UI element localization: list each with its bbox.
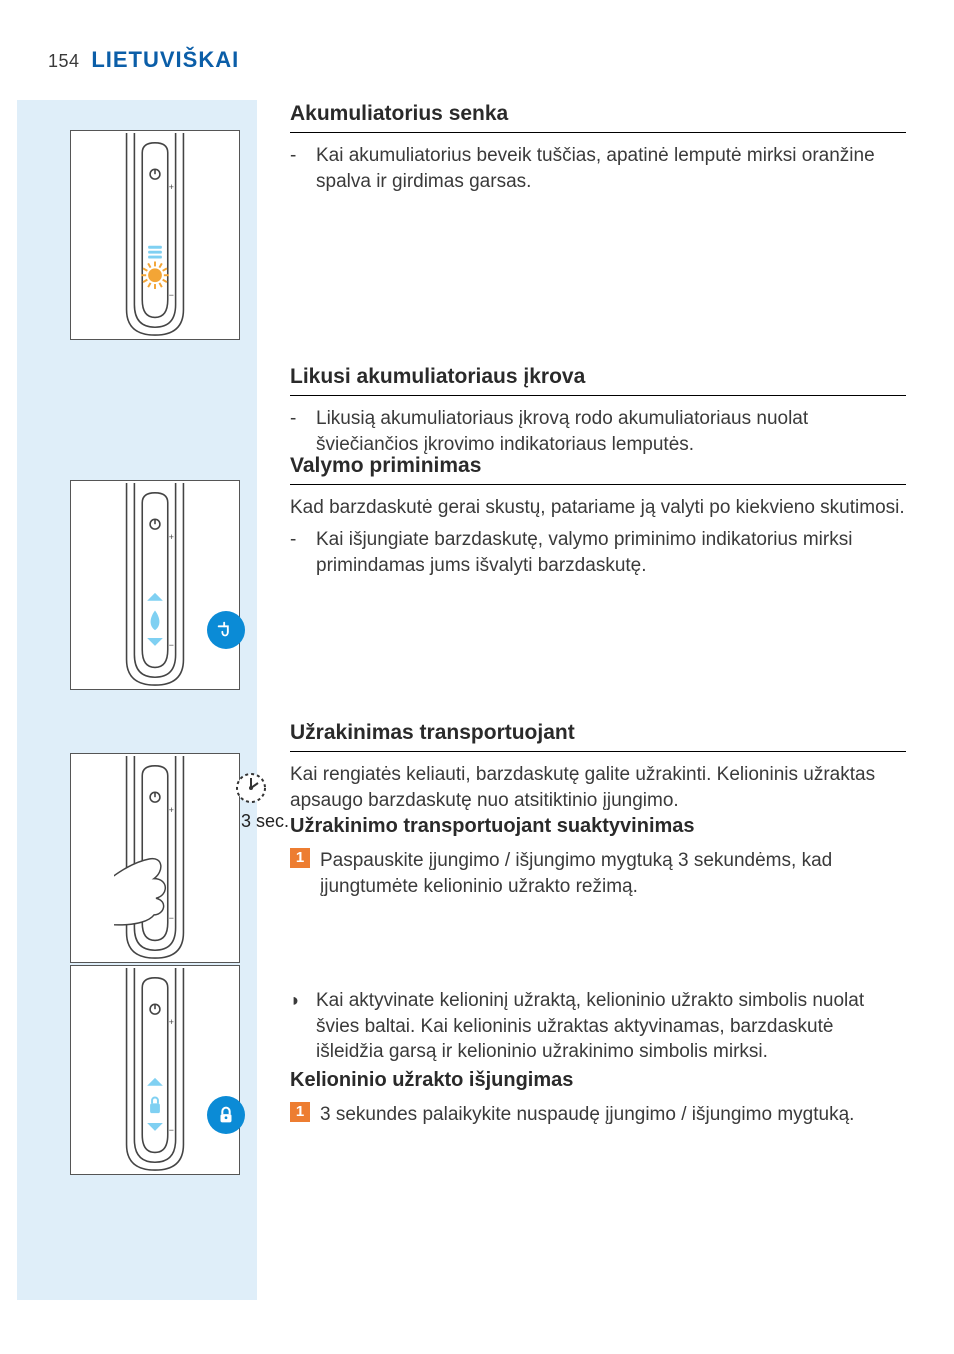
bullet-text: Kai akumuliatorius beveik tuščias, apati… bbox=[316, 143, 906, 194]
section: Užrakinimo transportuojant suaktyvinimas… bbox=[290, 813, 906, 899]
page-header: 154 LIETUVIŠKAI bbox=[48, 45, 239, 75]
step-number: 1 bbox=[290, 848, 310, 868]
bullet-item: -Likusią akumuliatoriaus įkrovą rodo aku… bbox=[290, 406, 906, 457]
shaver-illustration: + − bbox=[114, 483, 196, 689]
section-heading: Likusi akumuliatoriaus įkrova bbox=[290, 363, 906, 396]
section-heading: Valymo priminimas bbox=[290, 452, 906, 485]
section: Kelioninio užrakto išjungimas 1 3 sekundes… bbox=[290, 1067, 906, 1128]
fig-cleaning: + − bbox=[70, 480, 240, 690]
section-subheading: Užrakinimo transportuojant suaktyvinimas bbox=[290, 813, 906, 840]
dash-marker: - bbox=[290, 406, 302, 457]
section-subheading: Kelioninio užrakto išjungimas bbox=[290, 1067, 906, 1094]
timer-label: 3 sec. bbox=[241, 809, 289, 833]
timer-icon bbox=[231, 766, 271, 806]
fig-locked: + − bbox=[70, 965, 240, 1175]
fig-lock-press: + − 3 sec. bbox=[70, 753, 240, 963]
section: Akumuliatorius senka -Kai akumuliatorius … bbox=[290, 100, 906, 195]
bullet-item: -Kai akumuliatorius beveik tuščias, apat… bbox=[290, 143, 906, 194]
note-text: Kai aktyvinate kelioninį užraktą, kelion… bbox=[316, 988, 906, 1065]
svg-text:+: + bbox=[169, 1017, 174, 1027]
step-number: 1 bbox=[290, 1102, 310, 1122]
svg-text:+: + bbox=[169, 182, 174, 192]
note-item: ◗ Kai aktyvinate kelioninį užraktą, kelio… bbox=[290, 988, 906, 1065]
svg-text:−: − bbox=[169, 640, 174, 650]
section: Valymo priminimas Kad barzdaskutė gerai s… bbox=[290, 452, 906, 578]
shaver-illustration: + − bbox=[114, 133, 196, 339]
tap-icon bbox=[207, 611, 245, 649]
svg-text:−: − bbox=[169, 913, 174, 923]
svg-text:−: − bbox=[169, 1125, 174, 1135]
dash-marker: - bbox=[290, 527, 302, 578]
dash-marker: - bbox=[290, 143, 302, 194]
shaver-illustration: + − bbox=[114, 756, 196, 962]
lock-icon bbox=[207, 1096, 245, 1134]
svg-text:+: + bbox=[169, 532, 174, 542]
hand-marker-icon: ◗ bbox=[290, 988, 302, 1012]
step-item: 1 Paspauskite įjungimo / išjungimo mygtuk… bbox=[290, 848, 906, 899]
section-heading: Akumuliatorius senka bbox=[290, 100, 906, 133]
bullet-text: Kai išjungiate barzdaskutę, valymo primi… bbox=[316, 527, 906, 578]
shaver-illustration: + − bbox=[114, 968, 196, 1174]
page-number: 154 bbox=[48, 51, 80, 71]
bullet-text: Likusią akumuliatoriaus įkrovą rodo akum… bbox=[316, 406, 906, 457]
section-heading: Užrakinimas transportuojant bbox=[290, 719, 906, 752]
fig-battery-low: + − bbox=[70, 130, 240, 340]
section: Užrakinimas transportuojant Kai rengiatės… bbox=[290, 719, 906, 814]
step-text: Paspauskite įjungimo / išjungimo mygtuką… bbox=[320, 848, 906, 899]
section: Likusi akumuliatoriaus įkrova -Likusią ak… bbox=[290, 363, 906, 458]
svg-text:−: − bbox=[169, 290, 174, 300]
step-text: 3 sekundes palaikykite nuspaudę įjungimo… bbox=[320, 1102, 854, 1128]
page-language: LIETUVIŠKAI bbox=[91, 47, 239, 72]
section: ◗ Kai aktyvinate kelioninį užraktą, kelio… bbox=[290, 984, 906, 1065]
body-text: Kad barzdaskutė gerai skustų, patariame … bbox=[290, 495, 906, 521]
step-item: 1 3 sekundes palaikykite nuspaudę įjungim… bbox=[290, 1102, 906, 1128]
svg-text:+: + bbox=[169, 805, 174, 815]
body-text: Kai rengiatės keliauti, barzdaskutę gali… bbox=[290, 762, 906, 813]
bullet-item: -Kai išjungiate barzdaskutę, valymo prim… bbox=[290, 527, 906, 578]
